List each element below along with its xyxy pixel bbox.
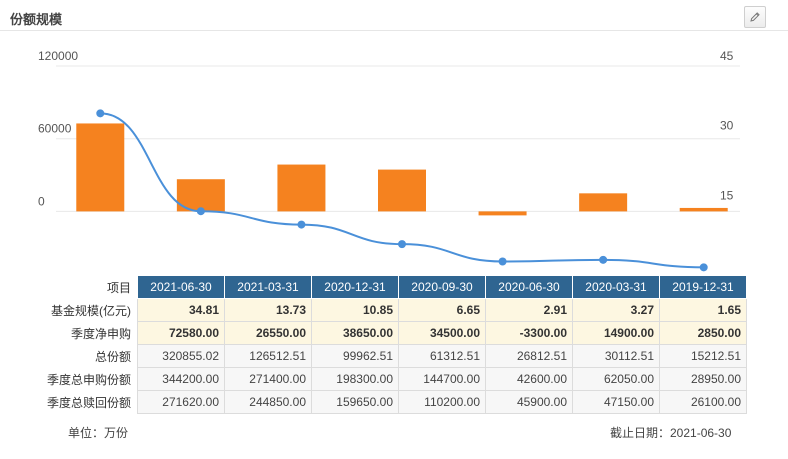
bar (679, 207, 728, 212)
table-cell: 271620.00 (137, 390, 225, 414)
pencil-icon (750, 12, 760, 22)
line-point (599, 255, 608, 264)
table-cell: 14900.00 (572, 321, 660, 345)
table-cell: 320855.02 (137, 344, 225, 368)
line-point (398, 240, 406, 249)
table-cell: 28950.00 (659, 367, 747, 391)
table-cell: 47150.00 (572, 390, 660, 414)
table-corner-label: 项目 (30, 275, 138, 299)
table-cell: 26100.00 (659, 390, 747, 414)
column-header: 2020-12-31 (311, 275, 399, 299)
bar (76, 123, 125, 212)
row-label: 季度总赎回份额 (46, 395, 131, 410)
data-table: 项目 2021-06-30 2021-03-31 2020-12-31 2020-09-… (30, 275, 747, 414)
table-cell: 198300.00 (311, 367, 399, 391)
table-cell: 244850.00 (224, 390, 312, 414)
table-cell: 159650.00 (311, 390, 399, 414)
table-cell: 6.65 (398, 298, 486, 322)
line-point (196, 207, 205, 216)
column-header: 2020-06-30 (485, 275, 573, 299)
table-cell: 61312.51 (398, 344, 486, 368)
unit-note: 单位：万份 (68, 426, 129, 440)
table-cell: 126512.51 (224, 344, 312, 368)
bar (277, 164, 326, 212)
table-row: 总份额 320855.02 126512.51 99962.51 61312.51 268… (30, 344, 747, 368)
table-row: 季度总赎回份额 271620.00 244850.00 159650.00 110200… (30, 390, 747, 414)
table-cell: 42600.00 (485, 367, 573, 391)
edit-button[interactable] (744, 6, 766, 28)
cutoff-date: 截止日期：2021-06-30 (610, 426, 732, 440)
table-cell: 10.85 (311, 298, 399, 322)
right-axis-tick-label: 30 (720, 119, 734, 133)
table-cell: 110200.00 (398, 390, 486, 414)
table-cell: 45900.00 (485, 390, 573, 414)
table-cell: 2.91 (485, 298, 573, 322)
line-point (297, 220, 306, 229)
table-cell: 271400.00 (224, 367, 312, 391)
bar (579, 193, 628, 212)
column-header: 2019-12-31 (659, 275, 747, 299)
table-row: 季度净申购 72580.00 26550.00 38650.00 34500.00 -33… (30, 321, 747, 345)
table-cell: 34.81 (137, 298, 225, 322)
right-axis-tick-label: 45 (720, 49, 734, 63)
table-row: 季度总申购份额 344200.00 271400.00 198300.00 144700… (30, 367, 747, 391)
bar (378, 169, 426, 212)
column-header: 2021-06-30 (137, 275, 225, 299)
table-cell: 99962.51 (311, 344, 399, 368)
table-row: 基金规模(亿元) 34.81 13.73 10.85 6.65 2.91 3.27 1.65 (30, 298, 747, 322)
table-cell: 62050.00 (572, 367, 660, 391)
bar (176, 179, 225, 212)
column-header: 2021-03-31 (224, 275, 312, 299)
table-cell: 1.65 (659, 298, 747, 322)
table-cell: 13.73 (224, 298, 312, 322)
left-axis-tick-label: 120000 (38, 49, 78, 63)
left-axis-tick-label: 0 (38, 194, 45, 208)
column-header: 2020-03-31 (572, 275, 660, 299)
table-cell: -3300.00 (485, 321, 573, 345)
right-axis-tick-label: 15 (720, 188, 734, 202)
panel-title: 份额规模 (10, 12, 63, 27)
table-cell: 26812.51 (485, 344, 573, 368)
table-cell: 72580.00 (137, 321, 225, 345)
table-cell: 30112.51 (572, 344, 660, 368)
fund-size-chart: 120000 60000 0 45 30 15 (38, 49, 740, 272)
table-cell: 144700.00 (398, 367, 486, 391)
line-point (96, 109, 105, 118)
table-cell: 2850.00 (659, 321, 747, 345)
table-header-row: 项目 2021-06-30 2021-03-31 2020-12-31 2020-09-… (30, 275, 747, 299)
row-label: 总份额 (94, 349, 131, 364)
table-cell: 15212.51 (659, 344, 747, 368)
table-cell: 34500.00 (398, 321, 486, 345)
column-header: 2020-09-30 (398, 275, 486, 299)
line-point (498, 257, 507, 266)
title-divider (0, 30, 788, 31)
row-label: 基金规模(亿元) (51, 303, 131, 318)
bar (478, 211, 527, 216)
left-axis-tick-label: 60000 (38, 122, 72, 136)
table-cell: 3.27 (572, 298, 660, 322)
row-label: 季度总申购份额 (46, 372, 131, 387)
table-cell: 38650.00 (311, 321, 399, 345)
table-cell: 26550.00 (224, 321, 312, 345)
table-cell: 344200.00 (137, 367, 225, 391)
line-point (699, 263, 708, 272)
row-label: 季度净申购 (70, 326, 131, 341)
